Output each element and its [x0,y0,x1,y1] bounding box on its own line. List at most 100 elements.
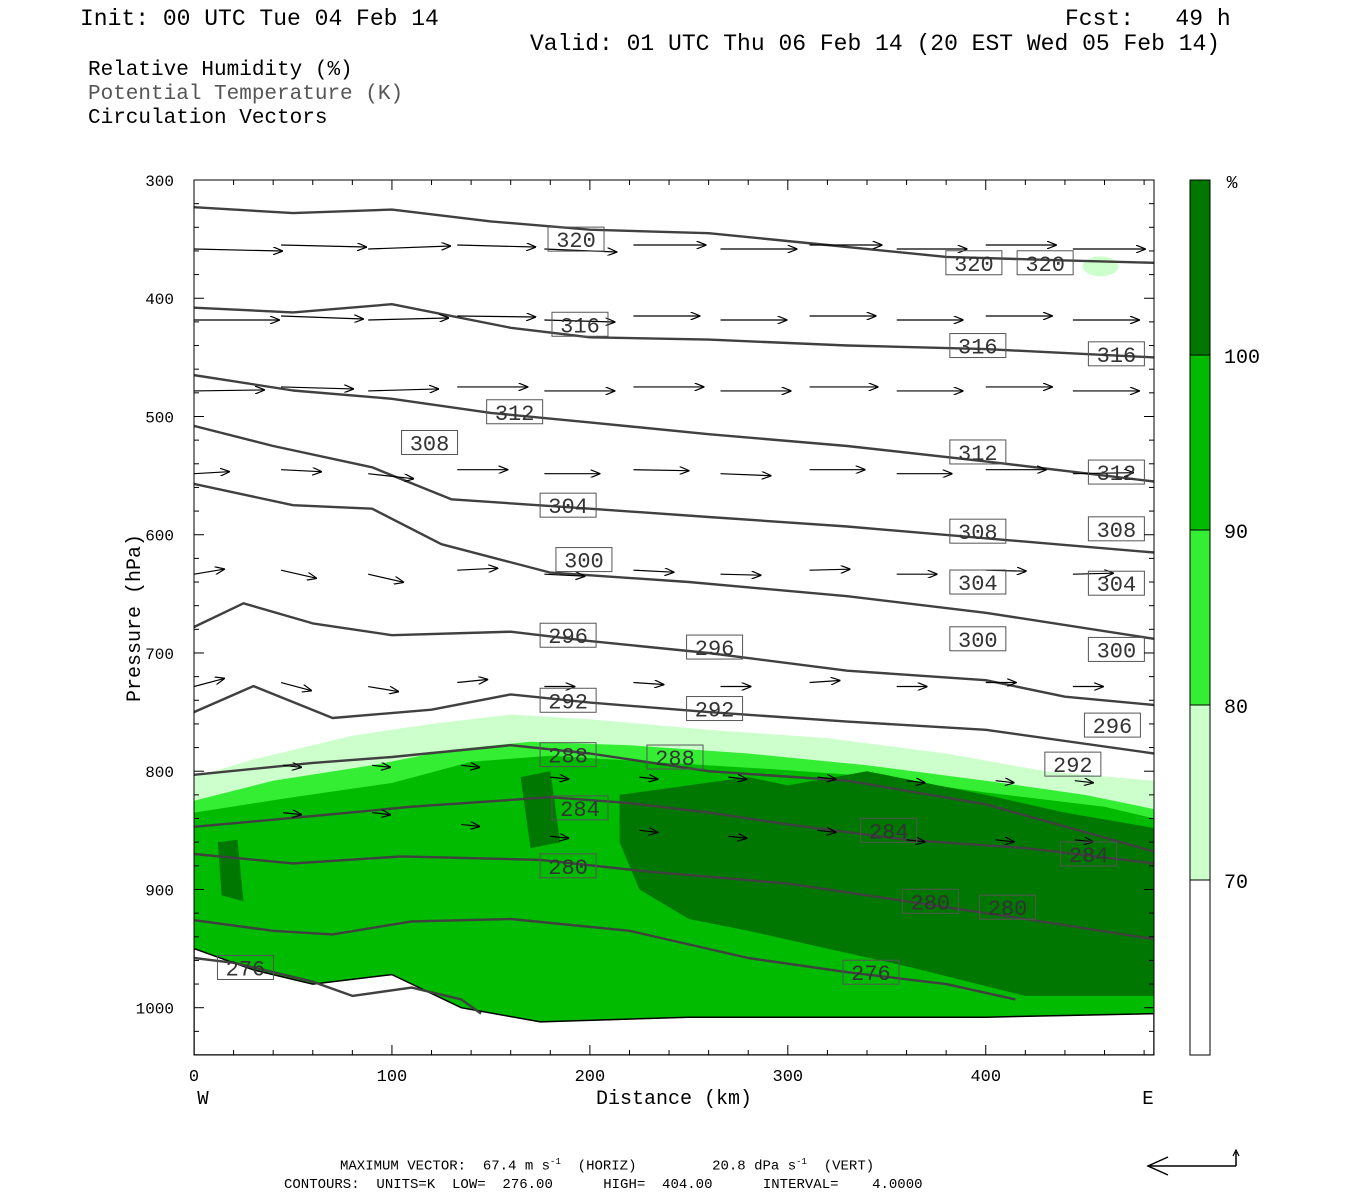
axes: 300 400 500 600 700 800 900 1000 0 100 200 300 400 [136,173,1154,1087]
contour-label-text: 316 [1097,344,1137,369]
vector-arrow-low [728,836,746,838]
contour-label-text: 292 [548,690,588,715]
vector-arrow [368,246,450,249]
vector-arrow [194,249,282,251]
contour-label-text: 296 [1093,715,1133,740]
contour-info: CONTOURS: UNITS=K LOW= 276.00 HIGH= 404.… [284,1177,923,1193]
contour-label: 308 [949,518,1007,546]
rh-saturated-west [217,839,244,902]
contour-label: 308 [401,430,459,458]
colorbar-label: 100 [1224,347,1260,370]
forecast-hour: Fcst: 49 h [1065,6,1231,32]
vector-arrow [1072,573,1113,574]
colorbar-band [1189,354,1211,531]
contour-label-box [547,226,605,252]
vector-arrow-low [728,777,746,779]
contour-label-text: 288 [548,745,588,770]
x-end-west: W [197,1088,209,1110]
contour-label: 300 [1087,636,1145,664]
colorbar-label: 70 [1224,872,1248,895]
vector-arrow [280,569,316,578]
vector-arrow-low [995,781,1014,783]
contour-label: 300 [555,547,613,575]
vector-arrow-low [461,824,479,826]
vector-arrow [457,245,535,247]
vector-arrow-low [995,840,1014,842]
contour-label-box [686,634,744,660]
contour-label: 300 [949,626,1007,654]
theta-contour-276 [194,956,482,1015]
contour-label-box [949,333,1007,359]
y-tick-label: 500 [145,409,174,427]
theta-contour-284 [194,852,1154,941]
rh-upper-patch [1082,256,1119,277]
contour-label-box [1087,570,1145,596]
vector-arrow [194,390,264,391]
theta-contour-304 [194,482,1154,640]
vector-arrow [720,574,761,575]
vector-arrow-low [283,765,301,767]
vector-arrow [368,473,413,479]
vector-arrow-low [1074,781,1093,783]
contour-label: 276 [842,959,900,987]
contour-label-box [1044,751,1102,777]
vector-arrow [633,570,673,572]
contour-label-text: 312 [495,402,535,427]
vector-arrow [809,681,840,683]
x-tick-label: 0 [189,1068,199,1087]
vector-arrow [281,470,321,472]
contour-label-box [949,518,1007,544]
colorbar-label: 90 [1224,522,1248,545]
x-tick-label: 300 [773,1068,804,1087]
contour-label-box [1087,459,1145,485]
vector-arrow [544,320,614,322]
vector-arrow-low [817,830,836,832]
contour-label-box [860,817,918,843]
vector-arrow-low [906,781,925,783]
x-tick-label: 400 [970,1068,1001,1087]
contour-label-box [539,742,597,768]
vector-arrow-low [906,840,925,842]
rh-saturated-region [619,771,1154,996]
vector-arrow [720,474,771,476]
vector-arrow-low [550,836,568,838]
theta-contour-296 [194,684,1154,755]
contour-label-text: 308 [958,521,998,546]
exp-1: -1 [550,1157,561,1167]
contour-label-text: 304 [958,572,998,597]
y-tick-label: 900 [145,882,174,900]
vector-arrow [194,569,224,575]
contour-label-box [979,894,1037,920]
legend-vectors: Circulation Vectors [88,107,328,130]
terrain-mask [194,947,1154,1055]
vector-arrow [194,679,224,688]
y-tick-label: 600 [145,528,174,546]
vector-arrow [368,318,448,320]
contour-labels: 320 320 320 316 316 316 312 312 312 308 308 308 304 3… [216,226,1145,987]
contour-label: 292 [539,687,597,715]
y-tick-label: 1000 [136,1001,174,1019]
contour-label-box [949,626,1007,652]
humidity-shading [194,256,1154,1055]
contour-label-box [401,430,459,455]
contour-label: 280 [979,894,1037,922]
contour-label-text: 312 [1097,462,1137,487]
contour-label: 280 [539,853,597,881]
y-tick-label: 300 [145,173,174,191]
contour-label-text: 320 [1025,253,1065,278]
contour-label-text: 304 [548,495,588,520]
legend-rh: Relative Humidity (%) [88,59,353,82]
x-end-east: E [1142,1088,1153,1110]
y-tick-label: 400 [145,291,174,309]
contour-label: 304 [539,492,597,520]
contour-label-box [1087,636,1145,662]
contour-label-box [539,492,597,518]
vector-arrow [809,569,850,570]
contour-label-box [486,399,544,425]
exp-2: -1 [796,1157,807,1167]
contour-label: 312 [1087,459,1145,487]
contour-label-box [1083,712,1141,738]
vector-arrow [1072,473,1133,474]
contour-label-box [539,687,597,713]
